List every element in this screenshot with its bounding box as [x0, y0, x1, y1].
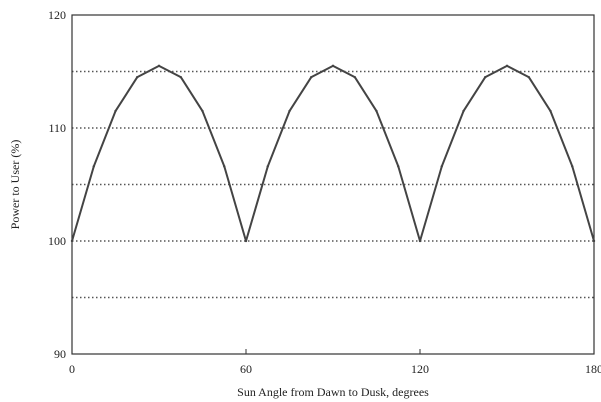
data-point — [484, 75, 487, 79]
series-layer — [70, 64, 596, 243]
data-point — [353, 75, 356, 79]
series-line — [71, 64, 595, 242]
y-tick-label: 90 — [54, 347, 66, 361]
y-axis-title: Power to User (%) — [8, 140, 22, 230]
data-point — [92, 165, 95, 168]
y-tick-label: 120 — [48, 8, 66, 22]
data-point — [440, 165, 443, 168]
data-point — [288, 109, 291, 113]
data-point — [592, 239, 596, 243]
data-point — [397, 165, 400, 168]
data-point — [136, 75, 139, 79]
x-tick-label: 120 — [411, 362, 429, 376]
data-point — [201, 109, 204, 113]
x-tick-label: 60 — [240, 362, 252, 376]
data-point — [375, 109, 378, 113]
data-point — [223, 165, 226, 168]
data-point — [549, 109, 552, 113]
y-axis-ticks: 90 100 110 120 — [48, 8, 66, 361]
x-axis-ticks: 0 60 120 180 — [69, 349, 601, 376]
x-axis-title: Sun Angle from Dawn to Dusk, degrees — [237, 385, 429, 399]
data-point — [266, 165, 269, 168]
data-point — [462, 109, 465, 113]
y-tick-label: 100 — [48, 234, 66, 248]
x-tick-label: 0 — [69, 362, 75, 376]
data-point — [157, 64, 161, 68]
data-point — [70, 239, 74, 243]
data-point — [244, 239, 248, 243]
data-point — [418, 239, 422, 243]
data-point — [310, 75, 313, 79]
data-point — [527, 75, 530, 79]
y-tick-label: 110 — [48, 121, 66, 135]
plot-frame — [71, 14, 595, 355]
data-point — [179, 75, 182, 79]
data-point — [505, 64, 509, 68]
gridlines — [72, 70, 594, 299]
data-point — [114, 109, 117, 113]
x-tick-label: 180 — [585, 362, 601, 376]
data-point — [331, 64, 335, 68]
data-point — [571, 165, 574, 168]
